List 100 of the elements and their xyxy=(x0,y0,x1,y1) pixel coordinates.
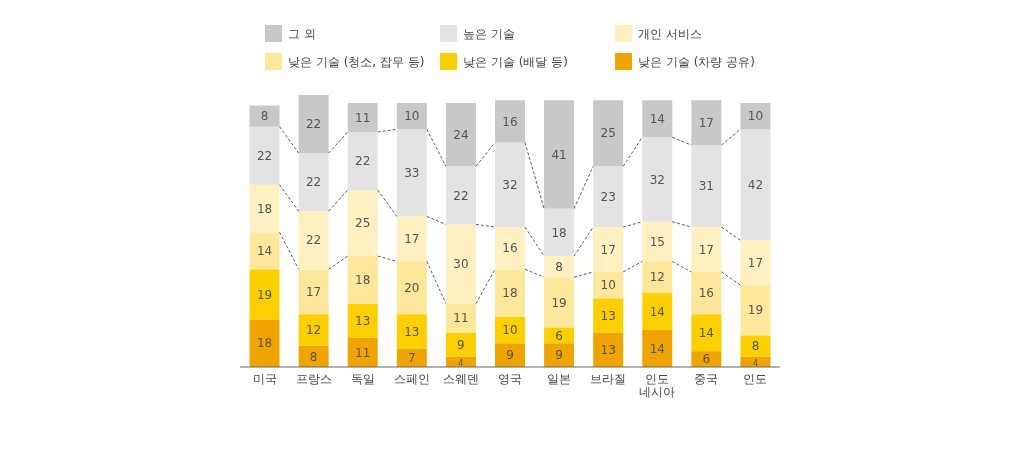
legend-label: 낮은 기술 (배달 등) xyxy=(463,55,568,69)
bar xyxy=(445,303,476,333)
data-label: 22 xyxy=(453,188,469,203)
bar xyxy=(298,95,329,154)
bar xyxy=(347,303,378,338)
bar xyxy=(347,337,378,367)
x-tick-label: 인도 네시아 xyxy=(639,372,676,400)
bar xyxy=(642,221,673,262)
data-label: 8 xyxy=(260,109,269,124)
bar xyxy=(396,102,427,130)
bar xyxy=(642,261,673,294)
x-tick-label: 영국 xyxy=(498,372,522,386)
data-label: 15 xyxy=(649,234,665,249)
data-label: 22 xyxy=(355,154,371,169)
data-label: 30 xyxy=(453,257,469,272)
data-label: 16 xyxy=(502,114,518,129)
data-label: 17 xyxy=(747,255,764,270)
data-label: 4 xyxy=(752,359,758,368)
data-label: 41 xyxy=(551,147,567,162)
bar xyxy=(544,256,575,278)
data-label: 6 xyxy=(702,352,711,367)
bar xyxy=(544,327,575,344)
data-label: 22 xyxy=(256,148,273,163)
bar xyxy=(347,102,378,132)
data-label: 18 xyxy=(502,286,518,301)
legend-label: 높은 기술 xyxy=(463,27,515,41)
data-label: 33 xyxy=(404,166,420,181)
data-label: 11 xyxy=(453,311,469,326)
data-label: 17 xyxy=(698,115,714,130)
bar xyxy=(249,319,280,367)
legend-label: 개인 서비스 xyxy=(638,27,702,41)
bar xyxy=(495,316,525,344)
data-label: 17 xyxy=(306,284,322,299)
bar xyxy=(249,105,280,127)
bar xyxy=(740,240,771,286)
data-label: 22 xyxy=(306,233,322,248)
bar xyxy=(298,211,329,270)
data-label: 9 xyxy=(457,337,465,352)
data-label: 10 xyxy=(502,323,518,338)
data-label: 16 xyxy=(502,241,518,256)
bar xyxy=(495,269,525,317)
bar xyxy=(740,129,771,241)
bar xyxy=(347,131,378,191)
data-label: 11 xyxy=(355,110,371,125)
data-label: 23 xyxy=(600,189,616,204)
bar xyxy=(544,343,575,367)
data-label: 17 xyxy=(404,232,420,247)
bar xyxy=(593,298,624,333)
bar xyxy=(347,256,378,304)
data-label: 19 xyxy=(256,287,273,302)
data-label: 14 xyxy=(698,325,714,340)
bar xyxy=(740,285,771,336)
data-label: 31 xyxy=(698,179,714,194)
bar xyxy=(740,102,771,130)
data-label: 14 xyxy=(649,111,665,126)
bar xyxy=(544,277,575,328)
data-label: 25 xyxy=(600,126,616,141)
bar xyxy=(347,190,378,257)
bar xyxy=(445,166,476,225)
data-label: 18 xyxy=(256,201,273,216)
bar xyxy=(691,145,722,228)
bar xyxy=(298,153,329,212)
legend-label: 그 외 xyxy=(288,27,316,41)
data-label: 8 xyxy=(555,259,563,274)
data-label: 14 xyxy=(649,304,665,319)
data-label: 22 xyxy=(306,117,322,132)
data-label: 11 xyxy=(355,345,371,360)
data-label: 13 xyxy=(355,313,371,328)
bar xyxy=(249,126,280,185)
data-label: 24 xyxy=(453,127,469,142)
data-label: 10 xyxy=(600,278,616,293)
data-label: 32 xyxy=(502,177,518,192)
data-label: 17 xyxy=(600,242,616,257)
bar xyxy=(691,227,722,272)
x-tick-label: 일본 xyxy=(547,372,572,386)
x-tick-label: 프랑스 xyxy=(295,372,332,386)
x-tick-label: 미국 xyxy=(252,372,277,386)
data-label: 8 xyxy=(751,339,760,354)
data-label: 16 xyxy=(698,286,714,301)
bar xyxy=(495,227,525,270)
bar xyxy=(593,227,624,272)
bar xyxy=(396,216,427,262)
bar xyxy=(642,137,673,222)
data-label: 20 xyxy=(404,280,420,295)
data-label: 13 xyxy=(404,324,420,339)
bar xyxy=(445,224,476,304)
bar xyxy=(298,269,329,315)
x-tick-label: 스웨덴 xyxy=(442,372,479,386)
data-label: 32 xyxy=(649,172,665,187)
legend-label: 낮은 기술 (차량 공유) xyxy=(638,55,755,69)
bar xyxy=(691,100,722,146)
data-label: 4 xyxy=(458,359,464,368)
x-tick-label: 스페인 xyxy=(393,372,430,386)
data-label: 9 xyxy=(555,348,563,363)
bar xyxy=(740,335,771,357)
data-label: 14 xyxy=(256,244,273,259)
data-label: 19 xyxy=(551,295,567,310)
bar xyxy=(691,314,722,352)
data-label: 13 xyxy=(600,343,616,358)
x-tick-label: 브라질 xyxy=(590,372,627,386)
